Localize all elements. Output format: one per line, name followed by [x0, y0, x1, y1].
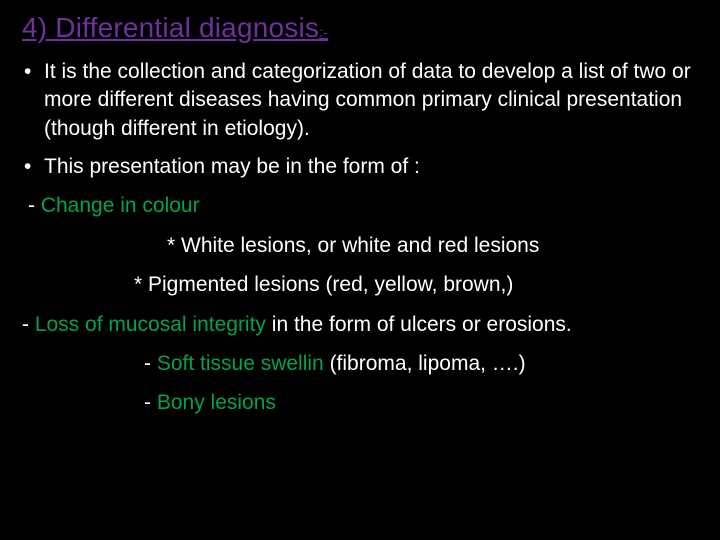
dash-prefix: - [144, 352, 157, 375]
line-pigmented-lesions: * Pigmented lesions (red, yellow, brown,… [22, 270, 698, 299]
dash-prefix: - [28, 194, 41, 217]
bullet-list: It is the collection and categorization … [22, 58, 698, 181]
line-loss-integrity: - Loss of mucosal integrity in the form … [22, 310, 698, 339]
slide-title: 4) Differential diagnosis:- [22, 12, 698, 44]
star-text: * Pigmented lesions (red, yellow, brown,… [134, 273, 513, 296]
dash-prefix: - [144, 391, 157, 414]
highlight-text: Bony lesions [157, 391, 276, 414]
bullet-text: It is the collection and categorization … [44, 60, 691, 140]
bullet-item: It is the collection and categorization … [22, 58, 698, 143]
rest-text: (fibroma, lipoma, ….) [324, 352, 526, 375]
highlight-text: Loss of mucosal integrity [35, 313, 266, 336]
rest-text: in the form of ulcers or erosions. [266, 313, 572, 336]
title-colon: :- [319, 24, 328, 40]
dash-prefix: - [22, 313, 35, 336]
bullet-item: This presentation may be in the form of … [22, 153, 698, 181]
highlight-text: Change in colour [41, 194, 200, 217]
bullet-text: This presentation may be in the form of … [44, 155, 420, 178]
line-change-colour: - Change in colour [22, 191, 698, 220]
star-text: * White lesions, or white and red lesion… [167, 234, 539, 257]
highlight-text: Soft tissue swellin [157, 352, 324, 375]
title-text: 4) Differential diagnosis [22, 12, 319, 43]
line-soft-tissue: - Soft tissue swellin (fibroma, lipoma, … [22, 349, 698, 378]
line-white-lesions: * White lesions, or white and red lesion… [22, 231, 698, 260]
line-bony-lesions: - Bony lesions [22, 388, 698, 417]
